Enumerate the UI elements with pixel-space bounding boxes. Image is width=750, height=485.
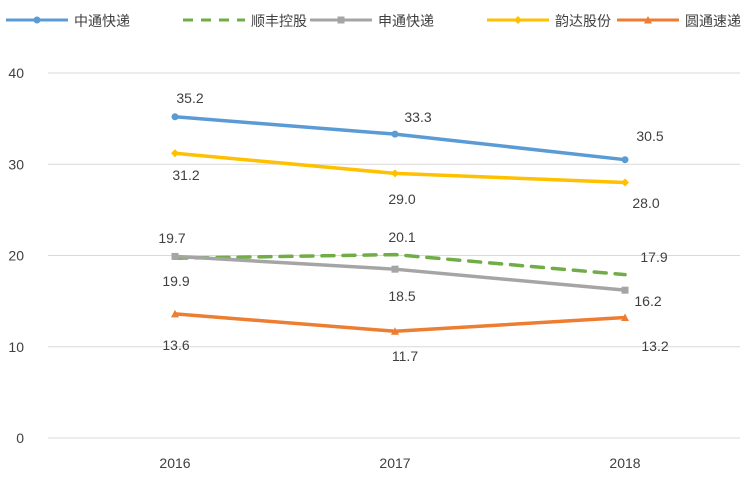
data-label: 28.0	[632, 195, 659, 211]
y-tick-label: 20	[8, 248, 24, 264]
legend-label: 中通快递	[74, 14, 130, 30]
legend-swatch-marker	[644, 16, 652, 24]
data-label: 18.5	[388, 288, 415, 304]
series-lines	[171, 113, 629, 335]
y-tick-label: 10	[8, 339, 24, 355]
series-中通快递	[171, 113, 629, 164]
data-point	[391, 327, 399, 335]
data-point	[621, 178, 629, 187]
data-point	[171, 252, 179, 260]
data-point	[171, 309, 179, 318]
series-圆通速递	[171, 309, 629, 335]
series-申通快递	[171, 252, 629, 294]
data-point	[621, 286, 629, 294]
y-tick-label: 40	[8, 65, 24, 81]
y-tick-label: 30	[8, 156, 24, 172]
series-line	[173, 312, 627, 333]
data-point	[391, 130, 399, 138]
data-point	[621, 156, 629, 164]
series-line	[173, 252, 627, 277]
x-tick-label: 2017	[379, 455, 410, 471]
x-tick-label: 2018	[609, 455, 640, 471]
data-label: 13.2	[641, 338, 668, 354]
series-line	[173, 151, 627, 185]
legend-item: 韵达股份	[487, 14, 611, 30]
data-label: 19.9	[162, 273, 189, 289]
series-顺丰控股	[173, 252, 627, 277]
data-label: 30.5	[636, 128, 663, 144]
legend-label: 顺丰控股	[251, 14, 307, 30]
series-line	[173, 254, 627, 292]
data-labels: 35.2 33.3 30.5 19.7 20.1 17.9 19.9 18.5 16.2 31.2…	[158, 90, 668, 364]
data-label: 13.6	[162, 337, 189, 353]
legend-item: 圆通速递	[617, 14, 741, 30]
legend-swatch-marker	[514, 16, 522, 24]
series-韵达股份	[171, 149, 629, 187]
data-point	[391, 265, 399, 273]
data-point	[391, 169, 399, 178]
y-tick-label: 0	[16, 430, 24, 446]
data-label: 20.1	[388, 229, 415, 245]
legend-label: 圆通速递	[685, 14, 741, 30]
x-tick-label: 2016	[159, 455, 190, 471]
legend-item: 顺丰控股	[183, 14, 307, 30]
data-point	[171, 149, 179, 158]
data-label: 29.0	[388, 191, 415, 207]
data-label: 35.2	[176, 90, 203, 106]
data-point	[171, 113, 179, 121]
data-label: 31.2	[172, 167, 199, 183]
legend-item: 申通快递	[310, 14, 434, 30]
data-label: 17.9	[640, 249, 667, 265]
legend-label: 申通快递	[378, 14, 434, 30]
legend-swatch-marker	[33, 16, 41, 24]
legend-swatch-marker	[337, 16, 345, 24]
data-label: 11.7	[392, 348, 418, 364]
chart-legend: 中通快递 顺丰控股 申通快递 韵达股份 圆通速递	[6, 14, 741, 30]
data-point	[621, 313, 629, 322]
legend-label: 韵达股份	[555, 14, 611, 30]
y-axis-ticks: 0 10 20 30 40	[8, 65, 24, 446]
series-line	[173, 115, 627, 162]
data-label: 16.2	[634, 293, 661, 309]
data-label: 19.7	[158, 230, 185, 246]
legend-item: 中通快递	[6, 14, 130, 30]
gridlines	[48, 72, 740, 439]
x-axis-ticks: 2016 2017 2018	[159, 455, 640, 471]
data-label: 33.3	[404, 109, 431, 125]
